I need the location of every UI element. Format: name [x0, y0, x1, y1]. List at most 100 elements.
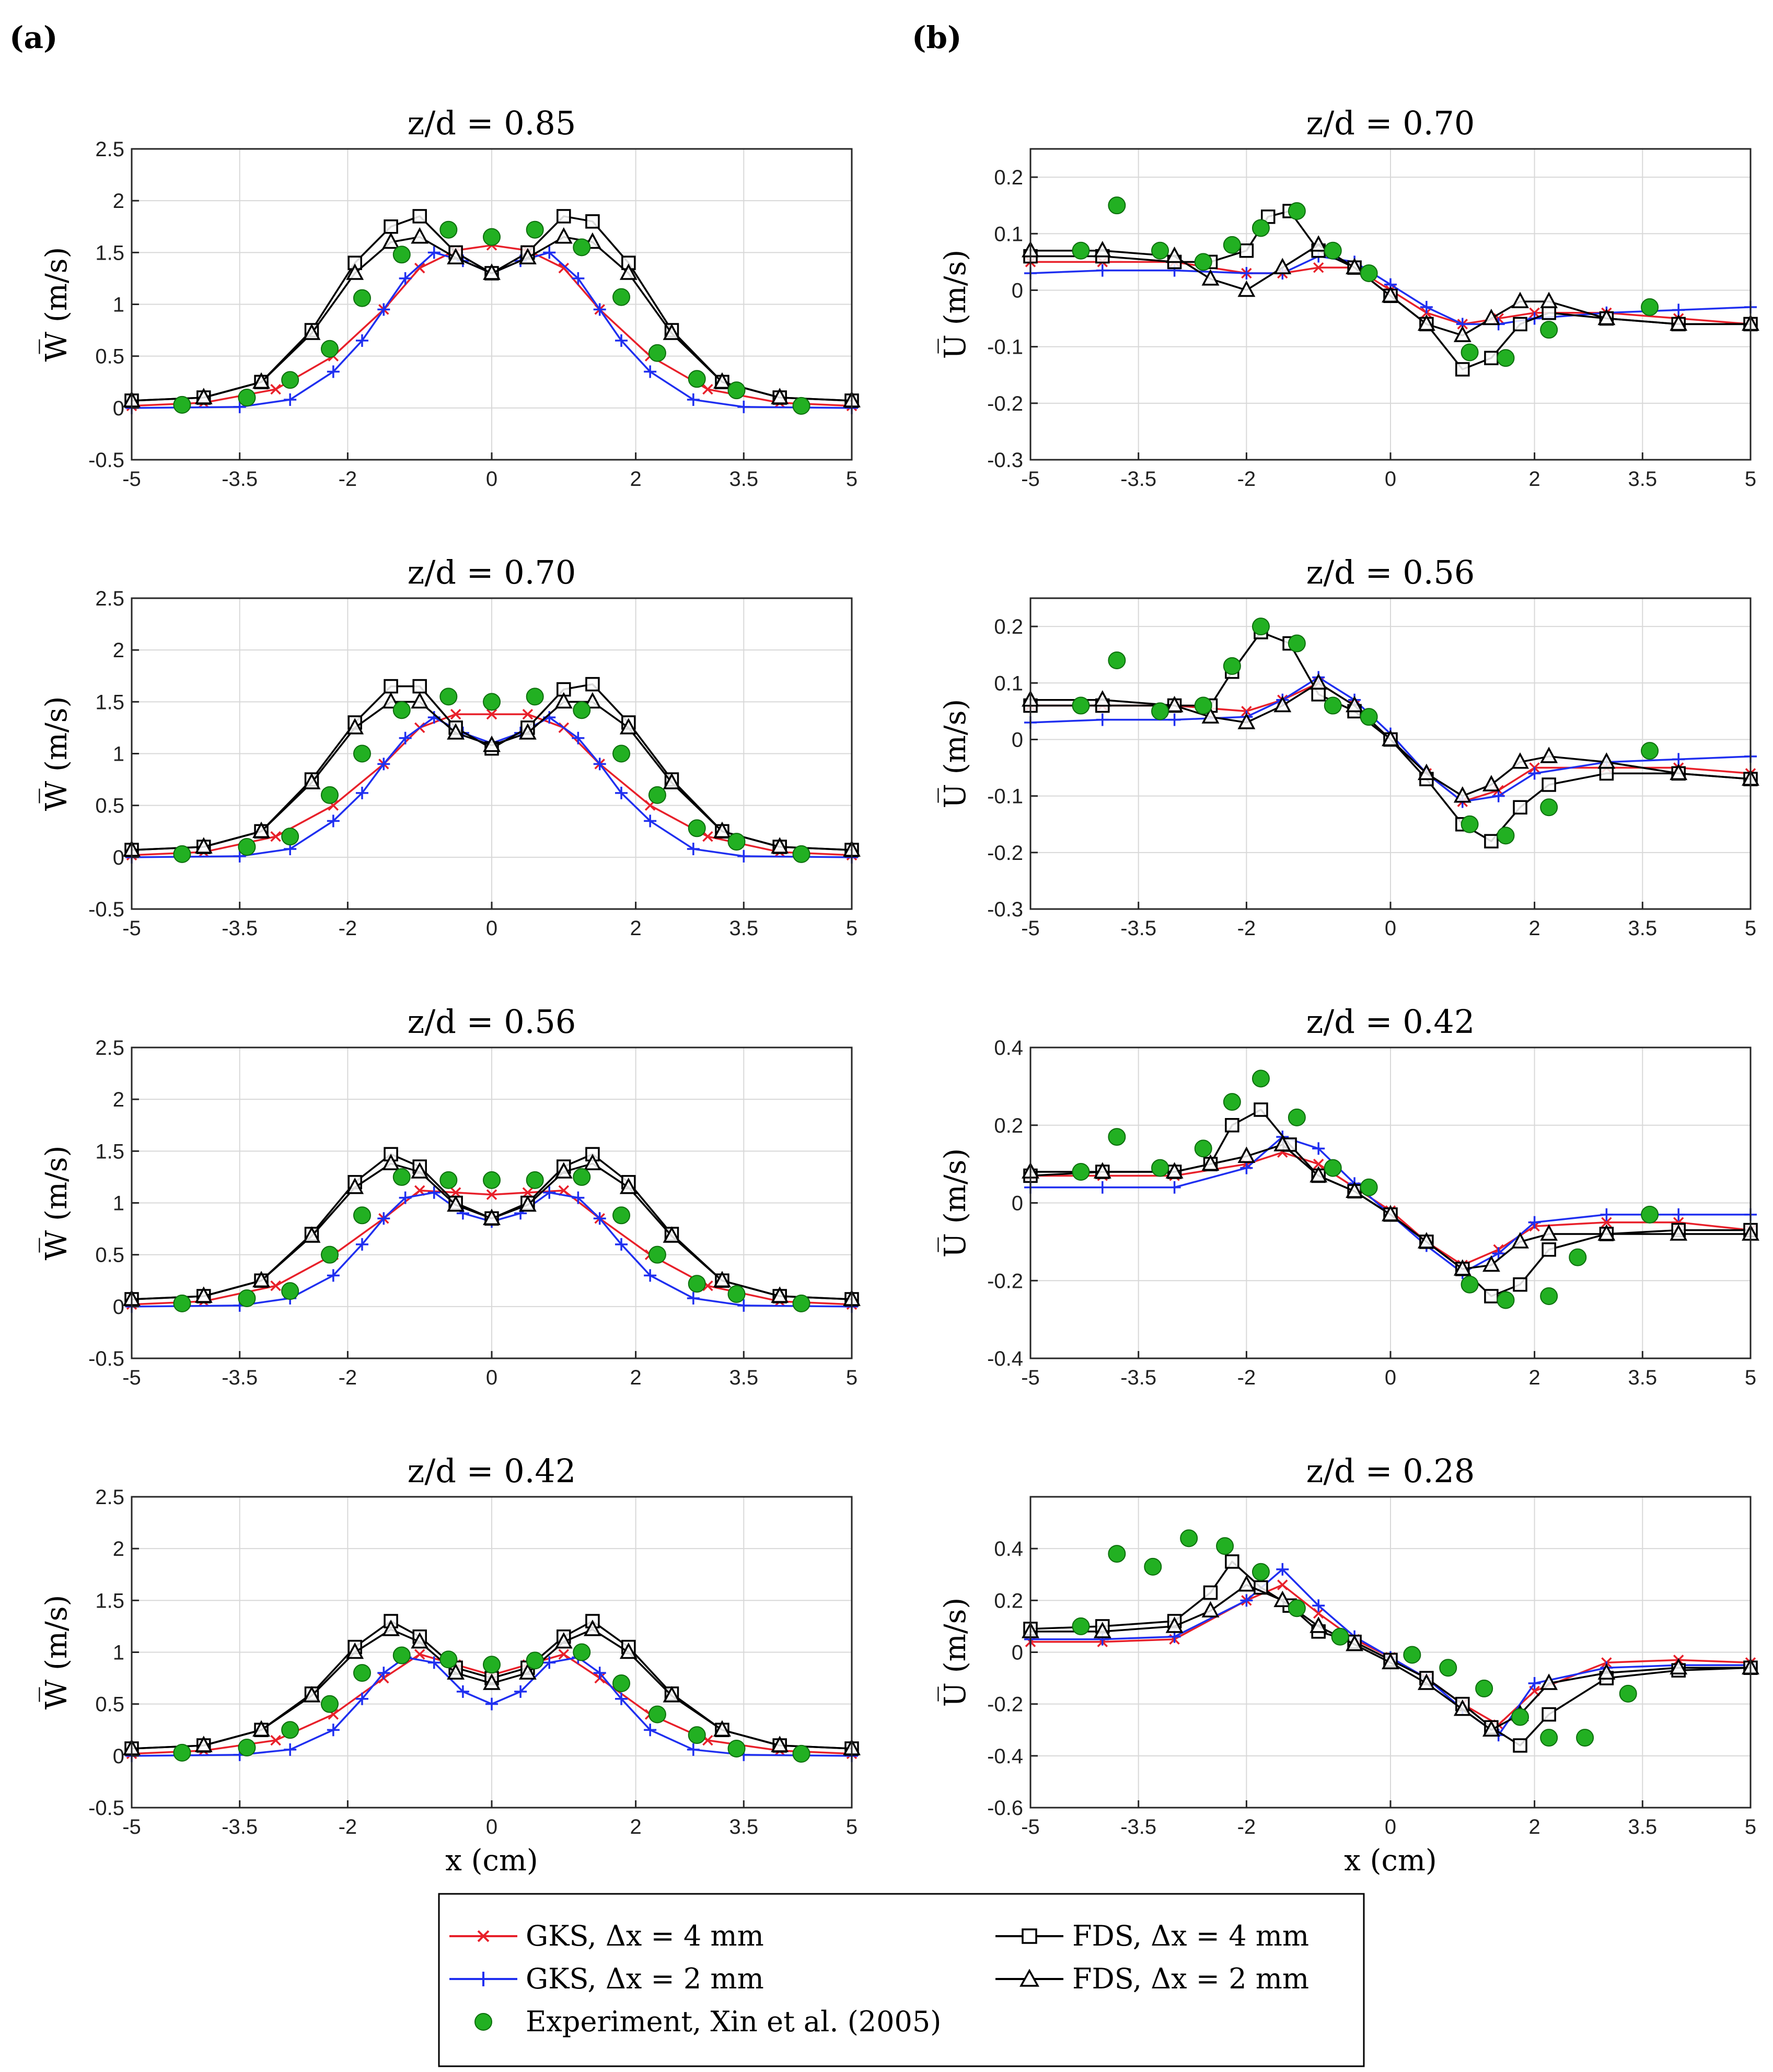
- plus-marker: [615, 334, 628, 347]
- plus-marker: [615, 1238, 628, 1251]
- x-tick-label: 5: [1745, 468, 1756, 491]
- x-tick-label: 2: [1528, 1815, 1540, 1838]
- square-marker: [557, 682, 571, 697]
- plus-marker: [593, 1212, 606, 1225]
- y-tick-label: 1.5: [95, 241, 124, 264]
- triangle-marker: [1165, 1162, 1184, 1179]
- plus-marker: [1672, 753, 1685, 766]
- experiment-marker: [792, 1744, 810, 1763]
- cross-marker: [414, 1185, 425, 1196]
- legend-exp-circle-marker: [474, 2013, 492, 2031]
- cross-marker: [414, 1649, 425, 1660]
- x-tick-label: -3.5: [1120, 1366, 1156, 1389]
- experiment-marker: [238, 1289, 256, 1307]
- y-axis-label: U̅ (m/s): [937, 699, 972, 808]
- legend-fds4-square-marker: [1022, 1928, 1037, 1944]
- experiment-marker: [1288, 1599, 1306, 1617]
- triangle-marker: [1273, 258, 1292, 274]
- experiment-marker: [281, 371, 299, 389]
- experiment-marker: [526, 1171, 544, 1189]
- plus-marker: [1096, 713, 1109, 726]
- chart-b3: -5 -3.5 -2 0 2 3.5 5 -0.4 -0.2 0 0.2 0.4 z/d = 0.42 U…: [937, 1003, 1759, 1389]
- square-marker: [1513, 1738, 1527, 1753]
- series-experiment: [173, 688, 810, 863]
- triangle-marker: [1540, 292, 1558, 308]
- experiment-marker: [1540, 798, 1558, 817]
- triangle-marker: [713, 1271, 731, 1287]
- y-tick-label: -0.2: [987, 1270, 1023, 1293]
- triangle-marker: [1540, 1673, 1558, 1690]
- experiment-marker: [238, 838, 256, 856]
- experiment-marker: [1194, 1139, 1212, 1158]
- experiment-marker: [238, 1738, 256, 1756]
- x-tick-label: 2: [1528, 468, 1540, 491]
- plus-marker: [687, 1743, 700, 1756]
- chart-b2: -5 -3.5 -2 0 2 3.5 5 -0.3 -0.2 -0.1 0 0.1 0.2 z/d = 0…: [937, 553, 1759, 940]
- experiment-marker: [688, 1726, 706, 1744]
- y-tick-label: 1.5: [95, 691, 124, 714]
- chart-title: z/d = 0.28: [1306, 1452, 1475, 1490]
- triangle-marker: [447, 723, 465, 740]
- plus-marker: [1168, 1181, 1181, 1194]
- triangle-marker: [1201, 707, 1220, 724]
- plus-marker: [572, 1191, 585, 1204]
- experiment-marker: [1223, 1093, 1241, 1111]
- plus-marker: [1528, 1677, 1541, 1690]
- chart-b1: -5 -3.5 -2 0 2 3.5 5 -0.3 -0.2 -0.1 0 0.1 0.2 z/d = 0…: [937, 104, 1759, 491]
- y-tick-label: 2.5: [95, 1037, 124, 1060]
- x-tick-label: 5: [846, 468, 857, 491]
- triangle-marker: [252, 372, 270, 389]
- cross-marker: [450, 1187, 461, 1198]
- experiment-marker: [526, 220, 544, 239]
- experiment-marker: [1194, 696, 1212, 715]
- x-tick-label: 0: [1385, 1815, 1396, 1838]
- experiment-marker: [526, 1651, 544, 1670]
- square-marker: [557, 209, 571, 224]
- plus-marker: [1096, 264, 1109, 277]
- y-tick-label: 0.1: [994, 223, 1023, 246]
- triangle-marker: [663, 773, 681, 789]
- triangle-marker: [194, 1286, 213, 1303]
- y-tick-label: 2.5: [95, 138, 124, 161]
- square-marker: [585, 214, 600, 229]
- experiment-marker: [1108, 196, 1126, 215]
- triangle-marker: [554, 1632, 573, 1649]
- square-marker: [1225, 1554, 1239, 1569]
- plus-marker: [327, 1724, 340, 1737]
- x-tick-label: 0: [486, 917, 497, 940]
- experiment-marker: [792, 1294, 810, 1312]
- x-tick-label: 5: [846, 1366, 857, 1389]
- triangle-marker: [194, 388, 213, 404]
- experiment-marker: [792, 397, 810, 415]
- triangle-marker: [518, 1663, 537, 1680]
- x-tick-label: 0: [1385, 917, 1396, 940]
- plus-marker: [737, 1299, 750, 1312]
- plus-marker: [644, 1724, 657, 1737]
- series-experiment: [173, 1643, 810, 1763]
- y-tick-label: 2: [113, 639, 124, 662]
- square-marker: [1542, 305, 1556, 320]
- y-tick-label: 0.4: [994, 1037, 1023, 1060]
- experiment-marker: [439, 688, 458, 706]
- triangle-marker: [1165, 1616, 1184, 1633]
- triangle-marker: [411, 692, 429, 709]
- series-fds-2mm: [123, 1620, 861, 1755]
- square-marker: [1513, 800, 1527, 815]
- plus-marker: [1240, 1594, 1253, 1607]
- chart-title: z/d = 0.70: [408, 553, 576, 591]
- triangle-marker: [1670, 1224, 1688, 1241]
- panel-label-b: (b): [912, 20, 961, 55]
- plus-marker: [1492, 789, 1505, 802]
- triangle-marker: [1165, 246, 1184, 263]
- triangle-marker: [1511, 1232, 1529, 1249]
- experiment-marker: [648, 786, 666, 804]
- experiment-marker: [1288, 634, 1306, 653]
- experiment-marker: [1151, 702, 1169, 720]
- chart-a1: -5 -3.5 -2 0 2 3.5 5 -0.5 0 0.5 1 1.5 2 2.5 z/d = 0.85…: [39, 104, 861, 491]
- plus-marker: [456, 1685, 469, 1698]
- plus-marker: [687, 393, 700, 406]
- experiment-marker: [1288, 1108, 1306, 1126]
- chart-a2: -5 -3.5 -2 0 2 3.5 5 -0.5 0 0.5 1 1.5 2 2.5 z/d = 0.70…: [39, 553, 861, 940]
- x-tick-label: -5: [122, 468, 141, 491]
